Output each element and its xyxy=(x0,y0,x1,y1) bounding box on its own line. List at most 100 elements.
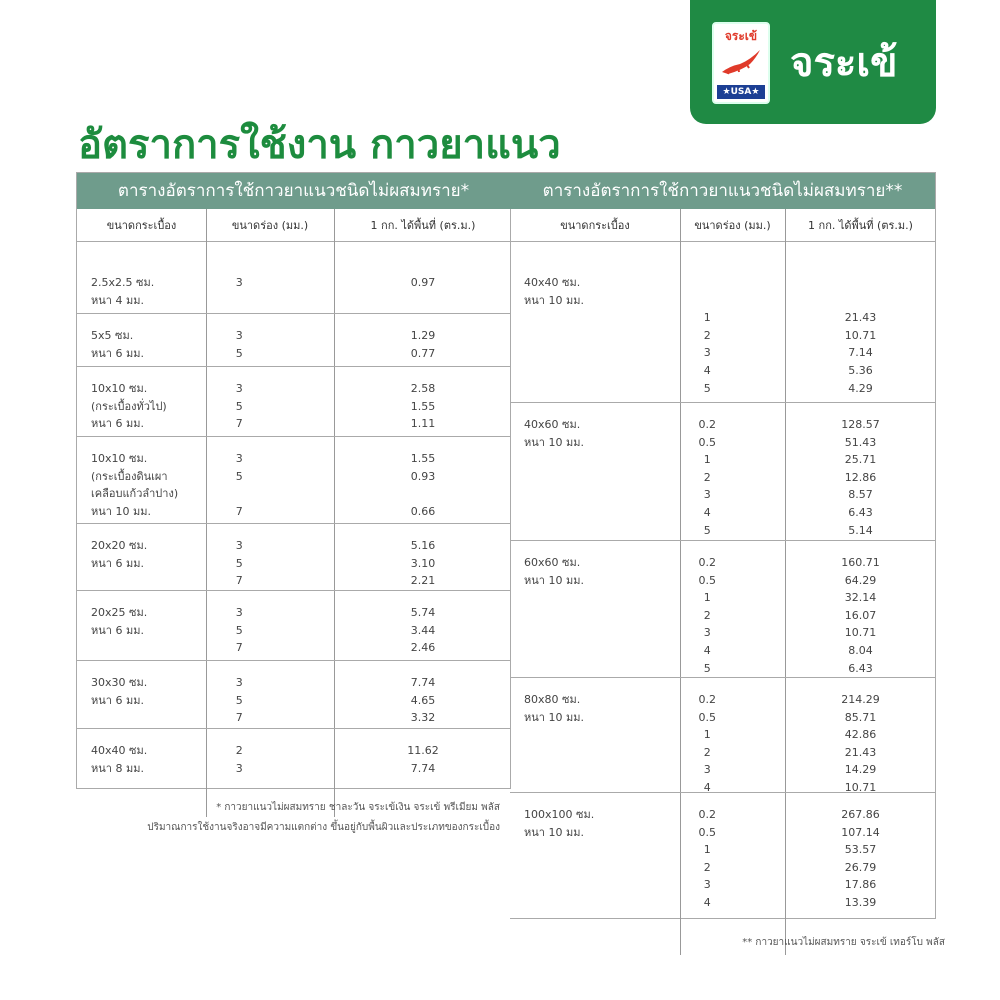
coverage-area: 5.14 xyxy=(848,523,873,537)
joint-width: 5 xyxy=(703,661,711,675)
tile-size: เคลือบแก้วลำปาง) xyxy=(91,487,179,501)
joint-width: 3 xyxy=(235,539,243,552)
tile-size xyxy=(524,841,680,859)
joint-width: 1 xyxy=(703,453,711,467)
table-title: ตารางอัตราการใช้กาวยาแนวชนิดไม่ผสมทราย* xyxy=(77,173,510,209)
tile-size xyxy=(524,309,680,327)
coverage-area xyxy=(387,485,458,503)
coverage-area: 5.16 xyxy=(410,539,436,552)
coverage-area: 6.43 xyxy=(848,661,873,675)
crocodile-icon xyxy=(722,50,760,75)
joint-width: 5 xyxy=(235,693,243,707)
coverage-area: 14.29 xyxy=(844,763,877,777)
coverage-area: 4.29 xyxy=(848,381,873,395)
joint-width: 2 xyxy=(703,328,711,342)
joint-width: 3 xyxy=(703,488,711,502)
tile-size: หนา 10 มม. xyxy=(524,825,584,839)
coverage-area: 51.43 xyxy=(844,435,877,449)
joint-width: 0.2 xyxy=(698,556,717,569)
tile-group: 5x5 ซม. 3 1.29 หนา 6 มม. 5 0.77 xyxy=(77,314,510,367)
joint-width: 3 xyxy=(235,676,243,689)
tile-size: 40x40 ซม. xyxy=(91,744,148,757)
column-header: 1 กก. ได้พื้นที่ (ตร.ม.) xyxy=(334,209,512,242)
tile-size: หนา 6 มม. xyxy=(91,556,144,570)
coverage-area: 0.97 xyxy=(410,276,436,289)
joint-width: 2 xyxy=(703,860,711,874)
coverage-area: 7.74 xyxy=(410,676,436,689)
rate-table: ตารางอัตราการใช้กาวยาแนวชนิดไม่ผสมทราย**… xyxy=(510,172,936,955)
coverage-area xyxy=(387,292,458,310)
tile-size: หนา 6 มม. xyxy=(91,346,144,360)
coverage-area: 2.58 xyxy=(410,382,436,395)
tile-group: 10x10 ซม. 3 1.55 (กระเบื้องดินเผา 5 0.93 เคลือ… xyxy=(77,437,510,524)
tile-size xyxy=(524,380,680,398)
tile-size: หนา 10 มม. xyxy=(524,573,584,587)
column-divider xyxy=(680,209,681,955)
tile-size: หนา 6 มม. xyxy=(91,417,144,431)
coverage-area: 85.71 xyxy=(844,710,877,724)
joint-width: 7 xyxy=(235,711,243,725)
tile-size xyxy=(524,726,680,744)
footnote: ** กาวยาแนวไม่ผสมทราย จระเข้ เทอร์โบ พลั… xyxy=(742,937,945,948)
joint-width: 5 xyxy=(235,623,243,637)
tile-size: 2.5x2.5 ซม. xyxy=(91,276,155,289)
column-header: 1 กก. ได้พื้นที่ (ตร.ม.) xyxy=(785,209,936,242)
coverage-area: 7.74 xyxy=(410,761,436,775)
footnote: ปริมาณการใช้งานจริงอาจมีความแตกต่าง ขึ้น… xyxy=(147,822,500,833)
tile-group: 20x20 ซม. 3 5.16 หนา 6 มม. 5 3.10 7 2.21 xyxy=(77,524,510,591)
column-divider xyxy=(785,209,786,955)
coverage-area: 1.29 xyxy=(410,329,436,342)
joint-width: 3 xyxy=(703,878,711,892)
column-header: ขนาดร่อง (มม.) xyxy=(206,209,334,242)
joint-width: 5 xyxy=(703,523,711,537)
tile-size: หนา 10 มม. xyxy=(524,293,584,307)
joint-width: 7 xyxy=(235,417,243,431)
tile-group: 100x100 ซม. 0.2 267.86 หนา 10 มม. 0.5 107.14 1… xyxy=(510,793,935,919)
coverage-area xyxy=(830,292,890,310)
coverage-area: 8.04 xyxy=(848,644,873,657)
joint-width: 1 xyxy=(703,311,711,325)
joint-width: 4 xyxy=(703,644,711,657)
coverage-area: 16.07 xyxy=(844,608,877,622)
coverage-area: 10.71 xyxy=(844,781,877,794)
tile-size xyxy=(524,451,680,469)
page-title: อัตราการใช้งาน กาวยาแนว xyxy=(78,122,561,168)
joint-width: 1 xyxy=(703,728,711,742)
joint-width xyxy=(680,292,735,310)
column-header: ขนาดกระเบื้อง xyxy=(77,209,206,242)
tile-size: 60x60 ซม. xyxy=(524,556,581,569)
footnote: * กาวยาแนวไม่ผสมทราย ชาละวัน จระเข้เงิน … xyxy=(216,802,500,813)
tile-size: หนา 8 มม. xyxy=(91,761,144,775)
coverage-area: 4.65 xyxy=(410,693,436,707)
tile-size xyxy=(91,709,206,727)
tile-size: หนา 6 มม. xyxy=(91,623,144,637)
table-title: ตารางอัตราการใช้กาวยาแนวชนิดไม่ผสมทราย** xyxy=(510,173,935,209)
tile-size xyxy=(524,522,680,540)
joint-width: 0.2 xyxy=(698,418,717,431)
tile-size xyxy=(524,744,680,762)
tile-size: หนา 6 มม. xyxy=(91,693,144,707)
coverage-area: 5.36 xyxy=(848,364,873,377)
tile-size: หนา 10 มม. xyxy=(91,504,151,518)
joint-width: 3 xyxy=(703,763,711,777)
joint-width: 7 xyxy=(235,504,243,518)
tile-size: 10x10 ซม. xyxy=(91,452,148,465)
tile-size xyxy=(524,469,680,487)
joint-width: 2 xyxy=(703,470,711,484)
tile-size: 20x20 ซม. xyxy=(91,539,148,552)
tile-size: 5x5 ซม. xyxy=(91,329,134,342)
tile-size: 20x25 ซม. xyxy=(91,606,148,619)
coverage-area: 1.11 xyxy=(410,417,436,431)
coverage-area: 3.10 xyxy=(410,556,436,570)
joint-width: 3 xyxy=(235,761,243,775)
coverage-area: 128.57 xyxy=(841,418,880,431)
joint-width: 2 xyxy=(235,744,243,757)
column-header: ขนาดร่อง (มม.) xyxy=(680,209,785,242)
coverage-area: 25.71 xyxy=(844,453,877,467)
coverage-area: 0.66 xyxy=(410,504,436,518)
tile-size xyxy=(524,761,680,779)
joint-width: 1 xyxy=(703,591,711,605)
joint-width: 3 xyxy=(235,382,243,395)
tile-size xyxy=(91,572,206,590)
